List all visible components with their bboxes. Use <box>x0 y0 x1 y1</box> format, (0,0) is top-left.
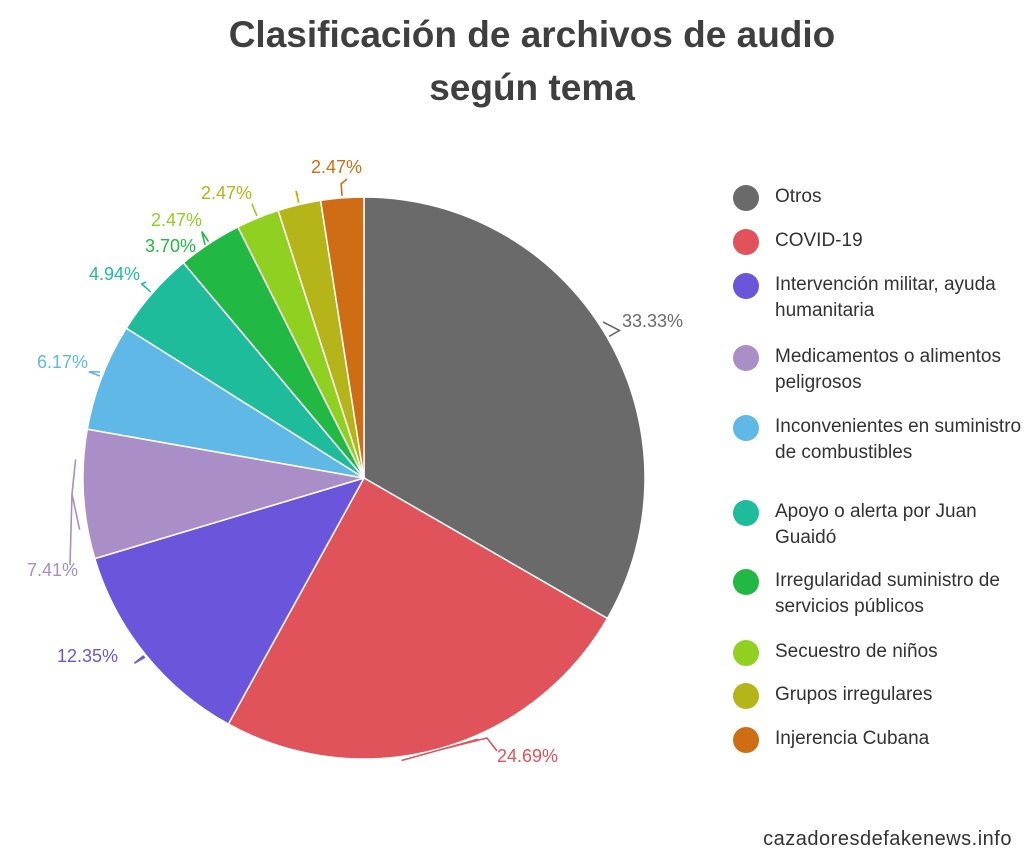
legend-swatch <box>733 640 759 666</box>
pie-slice-intervencion-militar-ayuda-humanitaria <box>93 476 366 726</box>
leader-line-secuestro-de-ninos <box>251 202 258 217</box>
legend-label: Inconvenientes en suministro de combusti… <box>775 416 1022 463</box>
leader-line-inconvenientes-en-suministro-de-combustibles <box>88 370 101 377</box>
data-label-apoyo-o-alerta-por-juan-guaido: 4.94% <box>89 264 140 284</box>
legend-item-medicamentos-o-alimentos-peligrosos: Medicamentos o alimentos peligrosos <box>733 344 1024 396</box>
pie-slice-medicamentos-o-alimentos-peligrosos <box>82 428 365 560</box>
leader-line-apoyo-o-alerta-por-juan-guaido <box>140 281 152 293</box>
legend-item-secuestro-de-ninos: Secuestro de niños <box>733 639 1024 666</box>
legend-item-grupos-irregulares: Grupos irregulares <box>733 682 1024 709</box>
legend-label: Intervención militar, ayuda humanitaria <box>775 274 996 321</box>
pie-slice-covid-19 <box>227 476 609 760</box>
leader-line-grupos-irregulares <box>295 190 300 203</box>
legend-item-irregularidad-suministro-de-servicios-publicos: Irregularidad suministro de servicios pú… <box>733 568 1024 620</box>
leader-line-medicamentos-o-alimentos-peligrosos <box>69 459 81 566</box>
legend-label: Medicamentos o alimentos peligrosos <box>775 346 1001 393</box>
legend-label: Grupos irregulares <box>775 684 933 705</box>
legend-swatch <box>733 273 759 299</box>
data-label-grupos-irregulares: 2.47% <box>201 183 252 203</box>
legend-label: COVID-19 <box>775 230 863 251</box>
pie-slice-otros <box>363 196 646 620</box>
legend-item-otros: Otros <box>733 184 1024 211</box>
source-credit: cazadoresdefakenews.info <box>763 828 1012 850</box>
pie-chart: 33.33% 24.69% 12.35% 7.41% 6.17% 4.94%3.70% 2.… <box>27 157 683 766</box>
data-label-otros: 33.33% <box>622 311 683 331</box>
chart-title: Clasificación de archivos de audio según… <box>0 8 1024 114</box>
legend-swatch <box>733 569 759 595</box>
chart-title-line-2: según tema <box>429 67 635 108</box>
legend-item-intervencion-militar-ayuda-humanitaria: Intervención militar, ayuda humanitaria <box>733 272 1024 324</box>
pie-slice-injerencia-cubana <box>319 196 365 479</box>
data-label-intervencion-militar-ayuda-humanitaria: 12.35% <box>57 646 118 666</box>
data-label-medicamentos-o-alimentos-peligrosos: 7.41% <box>27 560 78 580</box>
legend-swatch <box>733 345 759 371</box>
legend-swatch <box>733 500 759 526</box>
leader-line-irregularidad-suministro-de-servicios-publicos <box>201 231 210 246</box>
legend-swatch <box>733 229 759 255</box>
legend-item-injerencia-cubana: Injerencia Cubana <box>733 726 1024 753</box>
legend-label: Injerencia Cubana <box>775 728 930 749</box>
legend-swatch <box>733 185 759 211</box>
legend-label: Otros <box>775 186 822 207</box>
leader-line-covid-19 <box>401 737 498 762</box>
chart-title-line-1: Clasificación de archivos de audio <box>228 14 836 55</box>
legend-swatch <box>733 727 759 753</box>
data-label-injerencia-cubana: 2.47% <box>311 157 362 177</box>
leader-line-otros <box>602 321 622 338</box>
data-label-secuestro-de-ninos: 2.47% <box>151 210 202 230</box>
legend-label: Secuestro de niños <box>775 641 938 662</box>
data-label-inconvenientes-en-suministro-de-combustibles: 6.17% <box>37 352 88 372</box>
legend-item-covid-19: COVID-19 <box>733 228 1024 255</box>
data-label-irregularidad-suministro-de-servicios-publicos: 3.70% <box>145 236 196 256</box>
legend-item-apoyo-o-alerta-por-juan-guaido: Apoyo o alerta por Juan Guaidó <box>733 499 1024 551</box>
legend-swatch <box>733 683 759 709</box>
leader-line-injerencia-cubana <box>340 178 348 196</box>
legend-swatch <box>733 415 759 441</box>
leader-line-intervencion-militar-ayuda-humanitaria <box>133 655 146 664</box>
data-label-covid-19: 24.69% <box>497 746 558 766</box>
legend-label: Apoyo o alerta por Juan Guaidó <box>775 501 977 548</box>
legend-label: Irregularidad suministro de servicios pú… <box>775 570 1000 617</box>
legend-item-inconvenientes-en-suministro-de-combustibles: Inconvenientes en suministro de combusti… <box>733 414 1024 466</box>
